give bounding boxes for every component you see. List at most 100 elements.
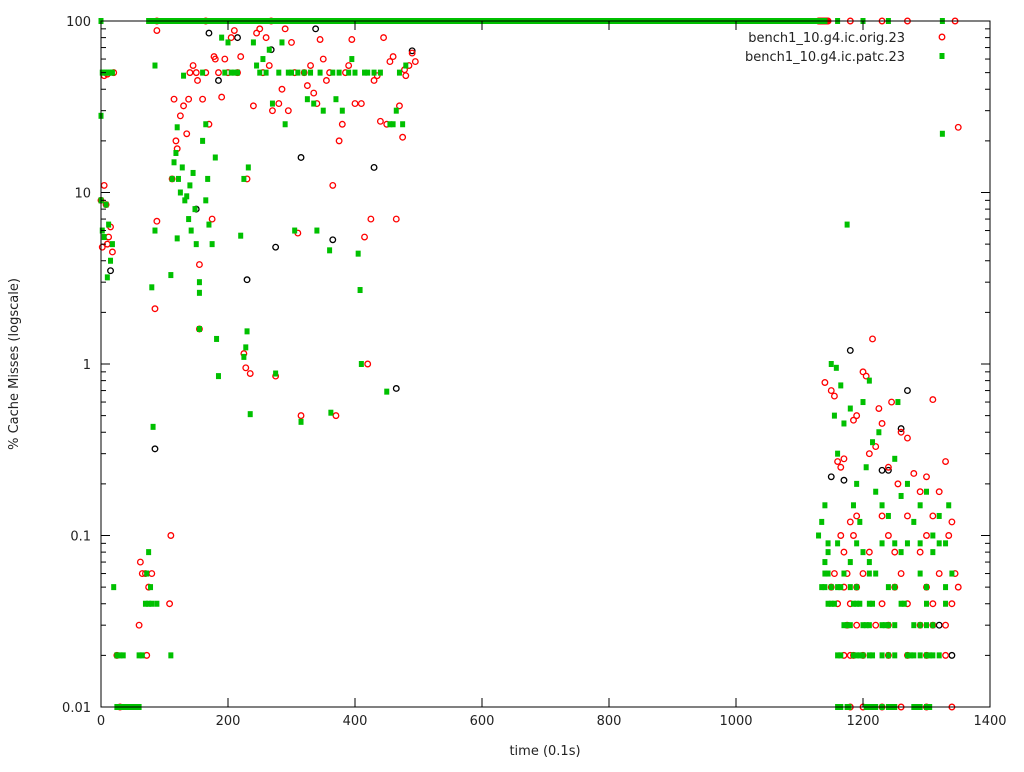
- data-point: [333, 96, 339, 103]
- data-point: [212, 154, 218, 161]
- data-point: [357, 100, 365, 108]
- data-point: [386, 58, 394, 66]
- data-point: [317, 69, 323, 76]
- data-point: [908, 652, 914, 659]
- data-point: [362, 69, 368, 76]
- data-point: [904, 652, 910, 659]
- data-point: [875, 405, 883, 412]
- data-point: [136, 652, 142, 659]
- data-point: [878, 512, 886, 520]
- data-point: [904, 480, 910, 487]
- data-point: [954, 123, 962, 131]
- data-point: [860, 399, 866, 406]
- data-point: [835, 584, 841, 591]
- data-point: [185, 95, 193, 103]
- data-point: [859, 368, 867, 376]
- data-point: [943, 540, 949, 547]
- data-point: [911, 652, 917, 659]
- data-point: [211, 55, 219, 63]
- data-point: [335, 137, 343, 145]
- data-point: [120, 652, 126, 659]
- data-point: [838, 584, 844, 591]
- data-point: [151, 305, 159, 313]
- data-point: [234, 34, 241, 42]
- data-point: [288, 38, 295, 46]
- data-point: [106, 221, 112, 228]
- data-point: [837, 532, 845, 539]
- legend-label-orig: bench1_10.g4.ic.orig.23: [748, 31, 905, 46]
- data-point: [924, 584, 929, 591]
- data-point: [854, 540, 860, 547]
- data-point: [367, 215, 375, 223]
- data-point: [929, 600, 937, 608]
- data-point: [227, 34, 235, 42]
- data-point: [200, 137, 206, 144]
- data-point: [897, 570, 905, 577]
- data-point: [930, 532, 936, 539]
- data-point: [146, 600, 152, 607]
- data-point: [885, 622, 891, 629]
- data-point: [275, 100, 283, 108]
- data-point: [380, 34, 388, 42]
- data-point: [948, 600, 956, 608]
- data-point: [819, 584, 825, 591]
- data-point: [312, 25, 320, 33]
- data-point: [917, 540, 923, 547]
- data-point: [373, 72, 381, 80]
- data-point: [200, 69, 206, 76]
- data-point: [854, 652, 860, 659]
- data-point: [332, 412, 340, 420]
- y-tick-label: 100: [66, 15, 91, 30]
- data-point: [384, 388, 390, 395]
- data-point: [892, 584, 898, 591]
- data-point: [109, 69, 115, 76]
- data-point: [935, 488, 943, 496]
- data-point: [948, 651, 956, 659]
- data-point: [107, 267, 114, 275]
- data-point: [904, 387, 911, 395]
- data-point: [215, 373, 221, 380]
- data-point: [866, 570, 872, 577]
- data-point: [348, 36, 356, 43]
- data-point: [219, 34, 225, 41]
- data-point: [885, 512, 891, 519]
- data-point: [352, 69, 358, 76]
- data-point: [892, 622, 898, 629]
- data-point: [857, 600, 863, 607]
- data-point: [177, 189, 183, 196]
- data-point: [884, 463, 892, 471]
- data-point: [246, 370, 254, 377]
- data-point: [866, 559, 872, 566]
- data-point: [151, 445, 159, 453]
- data-point: [860, 652, 866, 659]
- data-point: [828, 584, 834, 591]
- series-unlabeled: [107, 25, 956, 659]
- data-marks: [97, 17, 962, 711]
- data-point: [370, 77, 378, 84]
- data-point: [847, 405, 853, 412]
- data-point: [895, 399, 901, 406]
- data-point: [847, 622, 853, 629]
- data-point: [866, 622, 872, 629]
- data-point: [870, 600, 876, 607]
- data-point: [844, 622, 850, 629]
- data-point: [205, 175, 211, 182]
- x-tick-label: 0: [97, 714, 105, 729]
- data-point: [180, 102, 187, 110]
- data-point: [892, 540, 898, 547]
- data-point: [924, 652, 929, 659]
- x-tick-label: 600: [470, 714, 495, 729]
- data-point: [879, 652, 885, 659]
- data-point: [828, 361, 834, 367]
- data-point: [822, 502, 828, 509]
- data-point: [929, 396, 937, 404]
- x-tick-label: 1400: [973, 714, 1006, 729]
- data-point: [281, 25, 289, 33]
- data-point: [830, 392, 838, 400]
- data-point: [301, 69, 307, 76]
- data-point: [835, 450, 841, 457]
- data-point: [870, 652, 876, 659]
- data-point: [215, 69, 222, 77]
- data-point: [878, 420, 886, 427]
- data-point: [196, 289, 202, 296]
